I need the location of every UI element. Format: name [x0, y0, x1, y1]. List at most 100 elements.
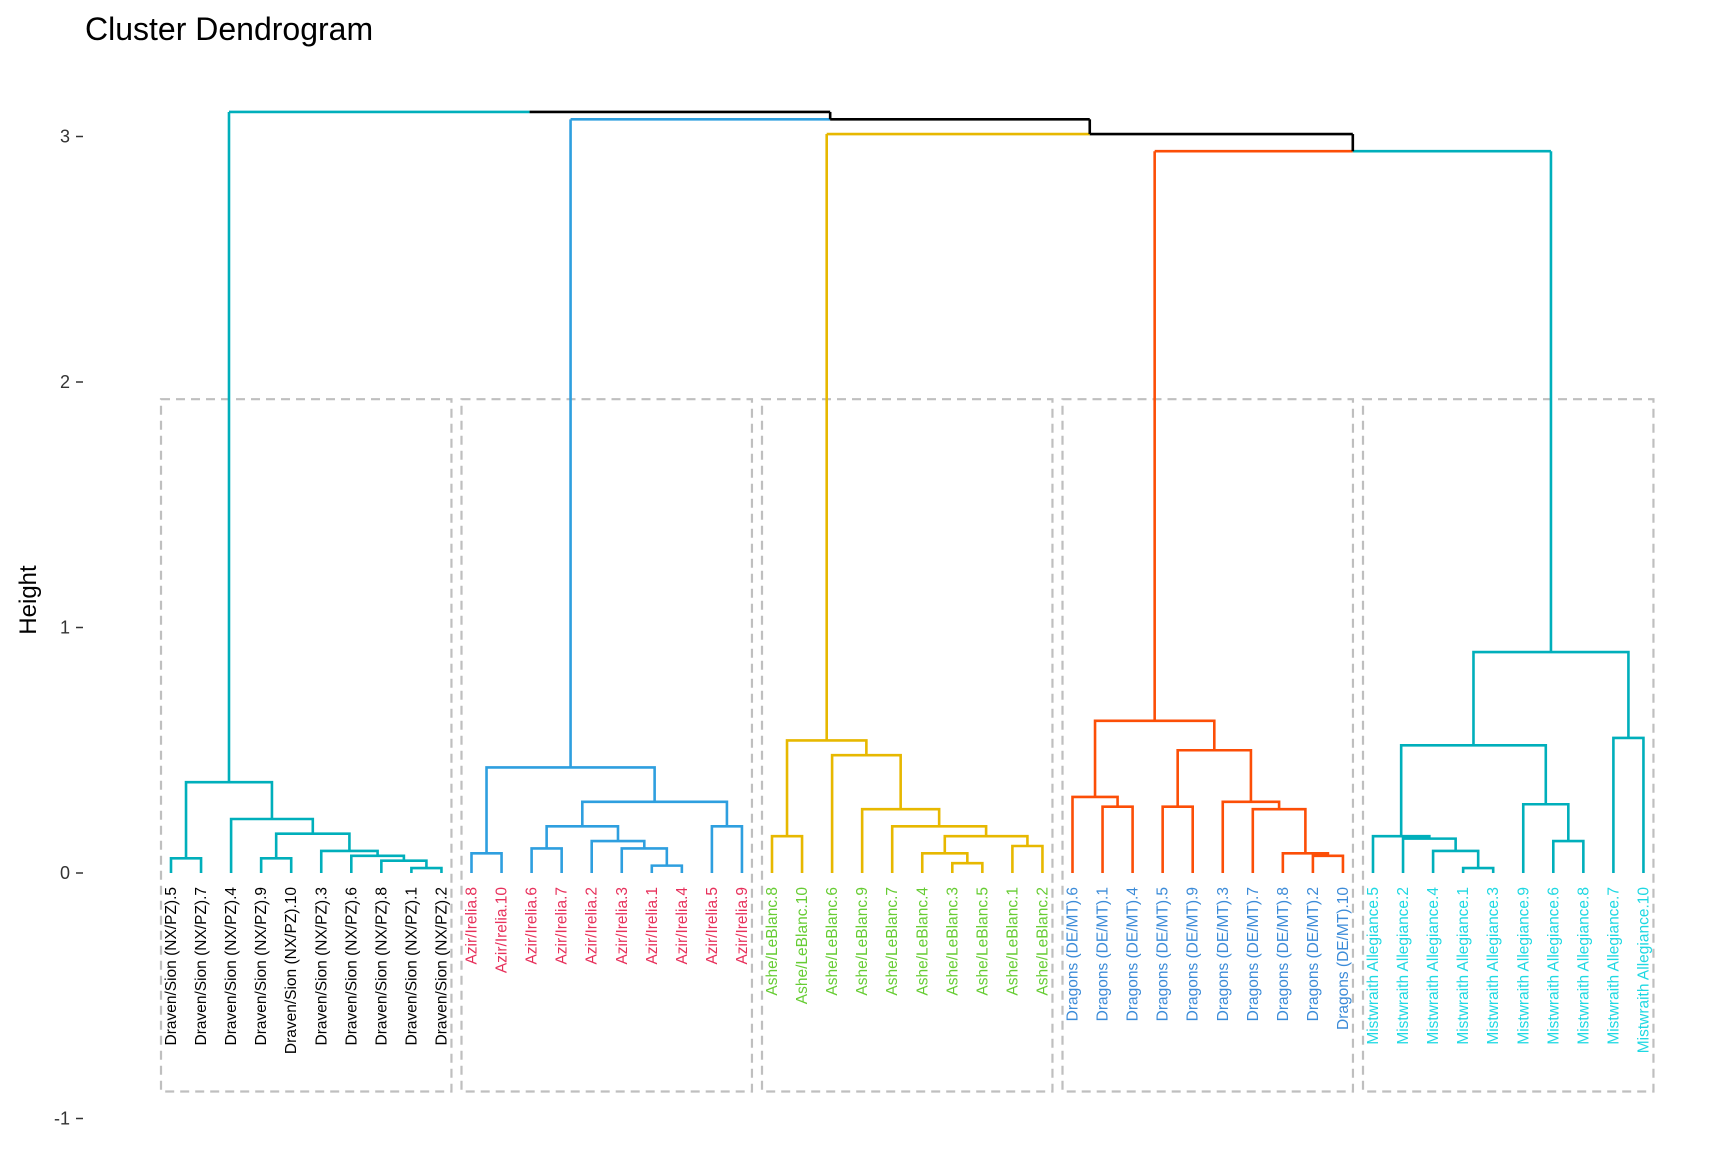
dendrogram-link: [470, 852, 503, 873]
leaf-label: Dragons (DE/MT).9: [1185, 887, 1202, 1021]
leaf-label: Dragons (DE/MT).8: [1275, 887, 1292, 1021]
dendrogram-link: [1401, 837, 1457, 873]
dendrogram-link: [229, 817, 315, 873]
leaf-label: Ashe/LeBlanc.6: [824, 887, 841, 996]
dendrogram-link: [350, 854, 406, 873]
leaf-label: Mistwraith Allegiance.1: [1455, 887, 1472, 1045]
leaf-label: Dragons (DE/MT).7: [1245, 887, 1262, 1021]
leaf-label: Mistwraith Allegiance.9: [1515, 887, 1532, 1045]
leaf-label: Azir/Irelia.3: [614, 887, 631, 965]
leaf-label: Dragons (DE/MT).3: [1215, 887, 1232, 1021]
dendrogram-link: [319, 849, 379, 873]
dendrogram-link: [1461, 866, 1495, 873]
cluster-box: [760, 398, 1054, 1093]
dendrogram-link: [1472, 650, 1630, 746]
cluster-box: [460, 398, 754, 1093]
leaf-label: Draven/Sion (NX/PZ).6: [343, 887, 360, 1046]
dendrogram-link: [951, 861, 984, 873]
leaf-label: Dragons (DE/MT).6: [1065, 887, 1082, 1021]
leaf-label: Azir/Irelia.8: [464, 887, 481, 965]
dendrogram-link: [1251, 807, 1307, 873]
leaf-label: Azir/Irelia.6: [524, 887, 541, 965]
dendrogram-link: [1093, 719, 1216, 797]
leaf-label: Draven/Sion (NX/PZ).9: [253, 887, 270, 1046]
dendrogram-link: [1521, 802, 1570, 873]
leaf-label: Mistwraith Allegiance.2: [1395, 887, 1412, 1045]
leaf-label: Dragons (DE/MT).5: [1155, 887, 1172, 1021]
leaf-label: Ashe/LeBlanc.10: [794, 887, 811, 1005]
leaf-label: Ashe/LeBlanc.7: [884, 887, 901, 996]
leaf-label: Draven/Sion (NX/PZ).1: [403, 887, 420, 1046]
dendrogram-link: [530, 847, 563, 873]
leaf-label: Dragons (DE/MT).4: [1125, 887, 1142, 1022]
leaf-label: Ashe/LeBlanc.9: [854, 887, 871, 996]
dendrogram-link: [1311, 854, 1345, 873]
y-axis: -1 0 1 2 3: [54, 127, 83, 1129]
cluster-box: [1361, 398, 1655, 1093]
dendrogram-link: [1612, 736, 1645, 873]
leaf-label: Draven/Sion (NX/PZ).3: [313, 887, 330, 1046]
chart-title: Cluster Dendrogram: [85, 11, 373, 47]
leaf-label: Draven/Sion (NX/PZ).7: [193, 887, 210, 1046]
y-tick-label: 1: [60, 618, 70, 638]
dendrogram-link: [650, 864, 684, 873]
dendrogram-link: [1431, 849, 1480, 873]
y-tick-label: -1: [54, 1109, 70, 1129]
leaf-label: Ashe/LeBlanc.3: [944, 887, 961, 996]
cluster-box: [159, 398, 453, 1093]
dendrogram-link: [1176, 748, 1253, 807]
dendrogram-link: [620, 847, 669, 873]
dendrogram-link: [830, 753, 902, 873]
cluster-boxes: [159, 398, 1655, 1093]
dendrogram-link: [581, 800, 729, 827]
leaf-label: Mistwraith Allegiance.5: [1365, 887, 1382, 1045]
leaf-label: Ashe/LeBlanc.5: [974, 887, 991, 996]
leaf-label: Ashe/LeBlanc.2: [1034, 887, 1051, 996]
dendrogram-link: [1101, 805, 1134, 873]
dendrogram-link: [1071, 795, 1119, 873]
dendrogram-link: [410, 866, 443, 873]
leaf-label: Dragons (DE/MT).10: [1335, 887, 1352, 1030]
dendrogram-link: [1011, 844, 1044, 873]
leaf-label: Azir/Irelia.10: [494, 887, 511, 974]
leaf-label: Mistwraith Allegiance.8: [1575, 887, 1592, 1045]
leaf-label: Azir/Irelia.4: [674, 887, 691, 965]
dendrogram-link: [274, 832, 351, 859]
dendrogram-link: [890, 825, 988, 873]
dendrogram-link: [1552, 839, 1585, 873]
leaf-label: Mistwraith Allegiance.10: [1635, 887, 1652, 1054]
dendrogram-link: [860, 807, 941, 873]
y-tick-label: 0: [60, 863, 70, 883]
y-tick-label: 3: [60, 127, 70, 147]
leaf-label: Mistwraith Allegiance.7: [1605, 887, 1622, 1045]
dendrogram-link: [1161, 805, 1194, 873]
leaf-label: Azir/Irelia.9: [734, 887, 751, 965]
leaf-label: Draven/Sion (NX/PZ).8: [373, 887, 390, 1046]
leaf-label: Draven/Sion (NX/PZ).10: [283, 887, 300, 1054]
leaf-label: Mistwraith Allegiance.3: [1485, 887, 1502, 1045]
leaf-label: Ashe/LeBlanc.8: [764, 887, 781, 996]
leaf-label: Azir/Irelia.1: [644, 887, 661, 965]
leaf-labels: Draven/Sion (NX/PZ).5 Draven/Sion (NX/PZ)…: [163, 887, 1652, 1055]
leaf-label: Ashe/LeBlanc.4: [914, 887, 931, 996]
leaf-label: Azir/Irelia.2: [584, 887, 601, 965]
leaf-label: Azir/Irelia.7: [554, 887, 571, 965]
dendrogram-link: [259, 856, 293, 873]
leaf-label: Dragons (DE/MT).1: [1095, 887, 1112, 1021]
dendrogram-link: [169, 856, 203, 873]
dendrogram-link: [545, 825, 620, 849]
dendrogram-links: [169, 110, 1645, 873]
dendrogram-link: [710, 825, 744, 873]
y-tick-label: 2: [60, 372, 70, 392]
leaf-label: Mistwraith Allegiance.4: [1425, 887, 1442, 1045]
leaf-label: Dragons (DE/MT).2: [1305, 887, 1322, 1021]
dendrogram-link: [1371, 834, 1431, 873]
y-axis-title: Height: [15, 565, 42, 635]
leaf-label: Draven/Sion (NX/PZ).2: [433, 887, 450, 1046]
leaf-label: Mistwraith Allegiance.6: [1545, 887, 1562, 1045]
leaf-label: Draven/Sion (NX/PZ).5: [163, 887, 180, 1046]
leaf-label: Draven/Sion (NX/PZ).4: [223, 887, 240, 1046]
dendrogram-link: [590, 839, 646, 873]
cluster-box: [1061, 398, 1355, 1093]
